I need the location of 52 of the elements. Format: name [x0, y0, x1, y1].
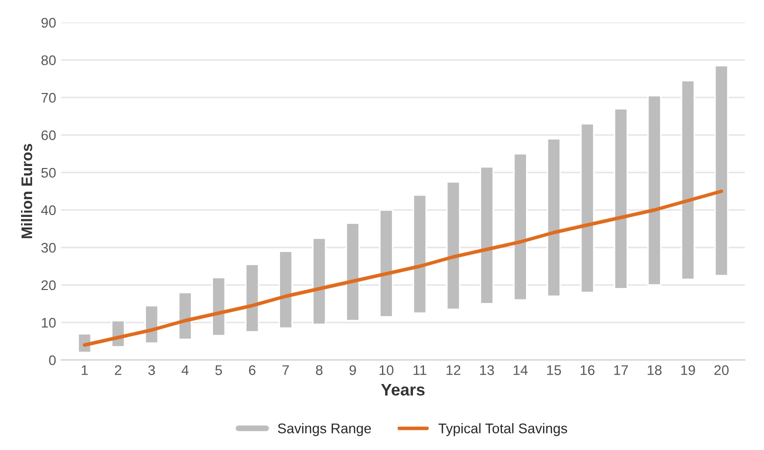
y-tick-label: 50: [41, 168, 56, 178]
x-tick-label: 6: [249, 365, 256, 376]
y-tick-label: 80: [41, 55, 56, 66]
x-tick-label: 13: [480, 365, 494, 376]
x-tick-label: 20: [714, 365, 729, 376]
bar: [245, 264, 260, 333]
x-tick-label: 17: [614, 365, 628, 375]
bar: [412, 194, 427, 314]
x-tick-label: 11: [414, 365, 426, 375]
x-tick-label: 14: [514, 365, 528, 375]
bar: [446, 181, 460, 310]
x-tick-label: 2: [114, 365, 122, 375]
bar: [312, 237, 326, 326]
y-tick-label: 60: [42, 130, 56, 140]
line-series: [82, 190, 724, 347]
bar: [546, 138, 561, 297]
bar: [680, 80, 695, 280]
bar: [580, 123, 594, 294]
y-tick-label: 0: [49, 355, 56, 366]
bar: [513, 153, 528, 301]
bar: [714, 64, 728, 276]
x-tick-label: 8: [316, 365, 322, 376]
bar: [212, 276, 226, 336]
x-tick-label: 12: [446, 365, 460, 375]
legend-label: Typical Total Savings: [438, 423, 568, 436]
x-tick-label: 4: [182, 365, 189, 375]
legend-label: Savings Range: [278, 423, 371, 436]
y-tick-label: 20: [42, 280, 56, 290]
y-tick-label: 40: [41, 205, 56, 216]
bar: [278, 250, 293, 329]
bar: [647, 94, 662, 286]
bar: [346, 222, 360, 322]
y-tick-label: 30: [41, 242, 56, 253]
bar: [614, 108, 628, 290]
y-axis-title: Million Euros: [21, 144, 32, 238]
bar: [379, 209, 394, 318]
bar: [480, 166, 494, 304]
y-tick-label: 90: [41, 18, 56, 28]
x-tick-label: 9: [350, 365, 356, 376]
y-tick-label: 10: [42, 318, 56, 328]
x-tick-label: 5: [215, 365, 222, 376]
x-tick-label: 7: [282, 365, 289, 375]
x-tick-label: 10: [380, 365, 394, 376]
x-tick-label: 15: [547, 365, 561, 376]
y-tick-label: 70: [42, 92, 56, 103]
x-axis-title: Years: [381, 384, 425, 396]
x-tick-label: 1: [82, 365, 88, 375]
x-tick-label: 18: [648, 365, 662, 376]
bar: [178, 292, 192, 340]
x-tick-label: 3: [148, 365, 155, 376]
x-tick-label: 19: [681, 365, 695, 376]
x-tick-label: 16: [580, 365, 594, 376]
